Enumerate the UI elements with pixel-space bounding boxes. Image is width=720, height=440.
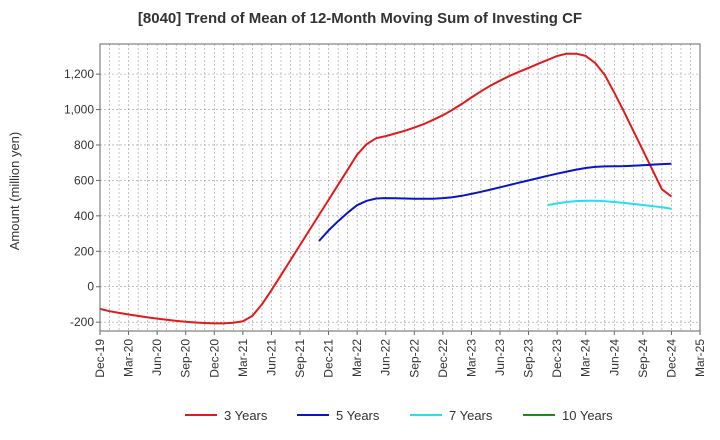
x-tick-label: Dec-24	[664, 339, 678, 378]
x-tick-label: Sep-24	[636, 339, 650, 378]
legend-label-10-years: 10 Years	[562, 408, 613, 423]
y-tick-label: 200	[74, 244, 94, 258]
x-tick-label: Mar-20	[122, 339, 136, 377]
grid-layer	[99, 44, 701, 331]
x-tick-label: Jun-20	[150, 339, 164, 376]
x-tick-label: Mar-21	[236, 339, 250, 377]
chart-title: [8040] Trend of Mean of 12-Month Moving …	[137, 10, 583, 27]
x-tick-label: Sep-20	[179, 339, 193, 378]
x-tick-label: Sep-23	[522, 339, 536, 378]
x-tick-label: Jun-21	[264, 339, 278, 376]
y-axis-title: Amount (million yen)	[7, 132, 22, 251]
series-line-3-years	[99, 52, 672, 325]
legend-label-5-years: 5 Years	[336, 408, 380, 423]
y-tick-label: 800	[74, 138, 94, 152]
plot-border	[99, 43, 701, 332]
y-tick-label: 1,000	[64, 103, 94, 117]
legend-label-7-years: 7 Years	[449, 408, 493, 423]
x-tick-label: Mar-24	[579, 339, 593, 377]
x-tick-label: Dec-19	[93, 339, 107, 378]
x-tick-labels: Dec-19 Mar-20 Jun-20 Sep-20 Dec-20 Mar-21 Jun-…	[93, 331, 707, 378]
series-layer	[99, 52, 672, 325]
x-tick-label: Dec-20	[207, 339, 221, 378]
series-line-5-years	[318, 162, 672, 242]
x-tick-label: Sep-21	[293, 339, 307, 378]
x-tick-label: Sep-22	[407, 339, 421, 378]
legend: 3 Years 5 Years 7 Years 10 Years	[185, 408, 613, 423]
y-tick-labels: -200 0 200 400 600 800 1,000 1,200	[64, 67, 100, 329]
y-tick-label: 600	[74, 173, 94, 187]
x-tick-label: Jun-23	[493, 339, 507, 376]
y-tick-label: -200	[70, 315, 94, 329]
x-tick-label: Mar-25	[693, 339, 707, 377]
legend-label-3-years: 3 Years	[224, 408, 268, 423]
y-tick-label: 0	[87, 280, 94, 294]
x-tick-label: Mar-23	[464, 339, 478, 377]
x-tick-label: Jun-24	[607, 339, 621, 376]
x-tick-label: Mar-22	[350, 339, 364, 377]
y-tick-label: 1,200	[64, 67, 94, 81]
x-tick-label: Jun-22	[379, 339, 393, 376]
plot-area	[100, 44, 700, 331]
y-tick-label: 400	[74, 209, 94, 223]
x-tick-label: Dec-22	[436, 339, 450, 378]
series-line-7-years	[547, 199, 672, 210]
x-tick-label: Dec-23	[550, 339, 564, 378]
x-tick-label: Dec-21	[322, 339, 336, 378]
